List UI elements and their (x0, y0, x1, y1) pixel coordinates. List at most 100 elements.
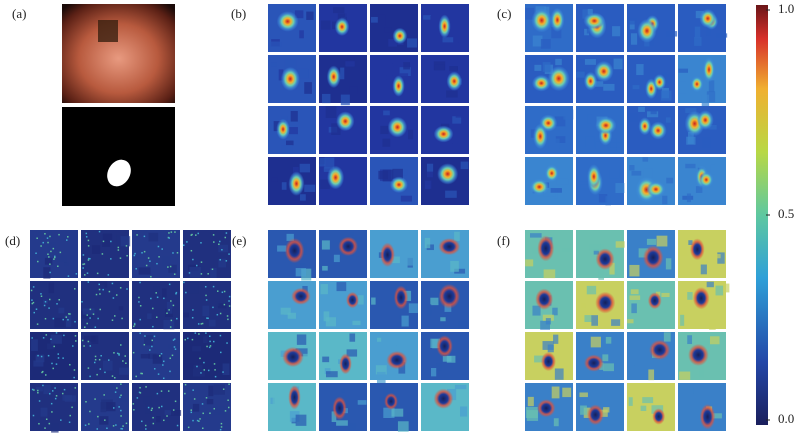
heatmap-texture (294, 10, 304, 19)
noise-dot (32, 414, 35, 417)
noise-dot (156, 262, 158, 265)
noise-dot (201, 322, 204, 325)
activation-spot (540, 351, 556, 372)
noise-dot (222, 371, 224, 373)
noise-dot (54, 387, 56, 389)
heatmap-texture (386, 63, 394, 69)
activation-spot (339, 353, 352, 375)
heatmap-texture (595, 141, 608, 150)
heatmap-texture (553, 334, 559, 344)
heatmap-texture (556, 178, 569, 185)
heatmap-texture (708, 124, 717, 130)
noise-dot (111, 282, 114, 285)
noise-dot (223, 303, 226, 306)
noise-dot (160, 390, 163, 392)
heatmap-texture (460, 161, 469, 170)
heatmap-texture (680, 314, 685, 326)
noise-dot (99, 308, 101, 311)
noise-dot (81, 301, 83, 303)
noise-dot (122, 360, 124, 362)
heatmap-texture (584, 59, 596, 65)
noise-dot (168, 237, 171, 239)
noise-dot (139, 305, 142, 307)
noise-dot (85, 232, 88, 235)
noise-dot (121, 317, 123, 320)
heatmap-texture (426, 304, 432, 316)
heatmap-texture (392, 58, 399, 67)
heatmap-texture (631, 170, 642, 176)
noise-dot (71, 406, 73, 409)
noise-dot (227, 318, 229, 321)
heatmap-texture (638, 106, 645, 112)
heatmap-texture (388, 38, 397, 47)
heatmap-texture (701, 94, 710, 107)
activation-spot (288, 385, 301, 410)
noise-dot (192, 309, 194, 311)
noise-dot (152, 325, 154, 328)
colorbar-tick-label: 1.0 (778, 1, 794, 16)
noise-dot (134, 252, 136, 255)
noise-dot (45, 374, 47, 376)
activation-spot (387, 116, 408, 138)
noise-dot (81, 339, 84, 342)
heatmap-texture (299, 194, 306, 201)
activation-spot (346, 291, 359, 309)
noise-dot (192, 419, 194, 422)
noise-dot (74, 320, 76, 323)
heatmap-texture (666, 177, 674, 184)
noise-dot (204, 285, 207, 288)
noise-dot (219, 334, 222, 337)
noise-dot (224, 236, 227, 239)
activation-spot (688, 343, 709, 366)
noise-dot (218, 243, 220, 246)
noise-dot (49, 392, 51, 395)
noise-dot (50, 402, 53, 405)
noise-dot (44, 233, 46, 235)
heatmap-texture (153, 286, 160, 296)
noise-dot (174, 400, 177, 403)
noise-dot (75, 340, 77, 342)
noise-dot (58, 233, 60, 236)
heatmap-texture (603, 363, 614, 372)
heatmap-texture (709, 336, 720, 345)
heatmap-texture (375, 14, 386, 26)
heatmap-texture (102, 240, 111, 247)
heatmap-texture (638, 248, 649, 258)
heatmap-texture (208, 319, 216, 327)
heatmap-texture (578, 181, 590, 189)
heatmap-texture (595, 81, 604, 87)
noise-dot (169, 357, 171, 360)
heatmap-texture (102, 233, 113, 241)
heatmap-texture (455, 110, 464, 118)
noise-dot (198, 420, 200, 422)
heatmap-texture (145, 403, 154, 414)
noise-dot (171, 354, 174, 357)
heatmap-texture (632, 85, 640, 90)
heatmap-texture (663, 332, 671, 342)
heatmap-texture (295, 268, 307, 277)
noise-dot (104, 419, 106, 421)
noise-dot (35, 252, 37, 255)
heatmap-texture (119, 337, 125, 347)
noise-dot (167, 236, 170, 239)
noise-dot (112, 407, 115, 409)
noise-dot (65, 316, 68, 318)
heatmap-texture (452, 116, 462, 124)
activation-spot (595, 291, 616, 314)
noise-dot (111, 319, 114, 321)
noise-dot (126, 254, 128, 257)
heatmap-texture (40, 407, 48, 417)
heatmap-texture (642, 335, 647, 346)
noise-dot (172, 339, 175, 341)
activation-spot (642, 245, 664, 270)
noise-dot (37, 354, 39, 357)
heatmap-texture (378, 170, 388, 180)
heatmap-texture (183, 312, 190, 318)
heatmap-texture (631, 303, 637, 314)
mask-image (62, 107, 175, 206)
activation-spot (698, 171, 714, 188)
heatmap-texture (629, 20, 635, 30)
noise-dot (87, 340, 90, 343)
noise-dot (205, 294, 207, 297)
heatmap-texture (357, 400, 367, 405)
